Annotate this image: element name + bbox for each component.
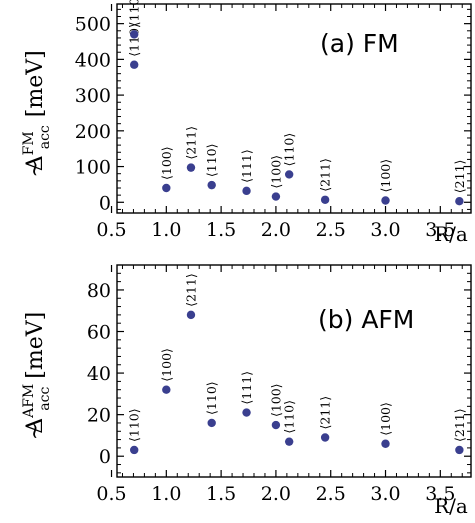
y-tick-label: 80 (87, 280, 111, 302)
y-tick-label: 20 (87, 405, 111, 427)
y-tick-label: 40 (87, 363, 111, 385)
point-label: ⟨111⟩ (239, 149, 254, 183)
y-label-tilde: ~ (23, 159, 48, 177)
y-tick-label: 100 (75, 157, 111, 179)
point-label: ⟨111⟩ (239, 371, 254, 405)
x-tick-label: 0.5 (96, 219, 126, 241)
x-tick-label: 1.0 (151, 219, 181, 241)
y-axis-label: ~ΔAFMacc [meV] (21, 312, 53, 440)
x-tick-label: 1.5 (206, 483, 236, 505)
data-point (381, 439, 390, 448)
y-label-unit: [meV] (23, 50, 48, 117)
data-point (284, 170, 294, 179)
x-tick-label: 3.0 (370, 483, 400, 505)
point-label: ⟨211⟩ (183, 273, 198, 307)
y-axis-label-text: ~ΔAFMacc [meV] (21, 312, 53, 440)
x-tick-label: 0.5 (96, 483, 126, 505)
point-label: ⟨110⟩ (282, 400, 297, 434)
point-label: ⟨100⟩ (268, 155, 283, 189)
point-label: ⟨211⟩ (318, 396, 333, 430)
point-label: ⟨100⟩ (159, 146, 174, 180)
data-point (130, 30, 139, 39)
plot-frame (116, 3, 472, 214)
point-label: ⟨110⟩ (204, 144, 219, 178)
data-point (242, 408, 251, 417)
x-tick-label: 3.5 (425, 483, 455, 505)
data-point (207, 180, 216, 190)
point-label: ⟨110⟩ (127, 408, 142, 442)
x-tick-label: 1.5 (206, 219, 236, 241)
y-axis-label-text: ~ΔFMacc [meV] (21, 50, 53, 177)
data-point (162, 183, 171, 193)
y-label-superscript: FM (21, 131, 37, 155)
data-point (271, 192, 281, 201)
y-label-symbol: Δ (23, 418, 48, 434)
y-tick-label: 400 (75, 49, 111, 71)
y-label-subscript: acc (37, 387, 53, 411)
data-point (207, 418, 216, 428)
point-label: ⟨100⟩ (378, 159, 393, 193)
x-tick-label: 2.0 (261, 483, 291, 505)
data-point (186, 163, 196, 172)
data-point (455, 445, 464, 455)
x-tick-label: 3.0 (370, 219, 400, 241)
y-label-superscript: AFM (21, 384, 37, 419)
x-tick-label: 2.0 (261, 219, 291, 241)
panel-b-afm: 0.5 1.0 1.5 2.0 2.5 3.0 3.5020406080⟨110⟩⟨100⟩… (21, 264, 472, 518)
point-label: ⟨211⟩ (183, 126, 198, 160)
y-tick-label: 200 (75, 121, 111, 143)
x-tick-label: 2.5 (316, 219, 346, 241)
y-label-tilde: ~ (23, 422, 48, 440)
point-label: ⟨211⟩ (452, 160, 467, 194)
y-axis-label: ~ΔFMacc [meV] (21, 50, 53, 177)
point-label: ⟨110⟩ᴿ (127, 0, 142, 26)
point-label: ⟨110⟩ (204, 381, 219, 415)
data-point (130, 60, 139, 69)
point-label: ⟨100⟩ (159, 348, 174, 382)
panel-a-fm: 0.5 1.0 1.5 2.0 2.5 3.0 3.5 0 100 200 300 400 500 ⟨11… (21, 0, 472, 246)
point-label: ⟨100⟩ (378, 402, 393, 436)
point-label: ⟨100⟩ (268, 383, 283, 417)
data-point (455, 197, 464, 206)
y-label-subscript: acc (37, 125, 53, 149)
y-tick-label: 500 (75, 14, 111, 36)
y-label-unit: [meV] (23, 312, 48, 379)
point-label: ⟨211⟩ (318, 158, 333, 192)
data-point (242, 186, 251, 196)
y-tick-label: 0 (99, 192, 111, 214)
y-tick-label: 300 (75, 85, 111, 107)
x-tick-label: 2.5 (316, 483, 346, 505)
data-point (162, 385, 171, 394)
x-tick-label: 1.0 (151, 483, 181, 505)
point-label: ⟨211⟩ (452, 408, 467, 442)
point-label: ⟨110⟩ (282, 133, 297, 167)
data-point (320, 195, 330, 204)
data-point (186, 310, 196, 320)
x-axis-label: R/a (434, 494, 468, 518)
point-label: ⟨110⟩ (127, 23, 142, 57)
panel-label: (a) FM (320, 29, 399, 58)
x-axis-label: R/a (434, 222, 468, 246)
x-tick-label: 3.5 (425, 219, 455, 241)
y-label-symbol: Δ (23, 155, 48, 171)
data-point (130, 445, 139, 455)
data-point (271, 420, 281, 430)
y-tick-label: 60 (87, 322, 111, 344)
data-point (381, 196, 390, 205)
data-point (320, 433, 330, 442)
y-tick-label: 0 (99, 446, 111, 468)
panel-label: (b) AFM (318, 305, 414, 334)
plot-frame (116, 264, 472, 478)
data-point (284, 437, 294, 446)
